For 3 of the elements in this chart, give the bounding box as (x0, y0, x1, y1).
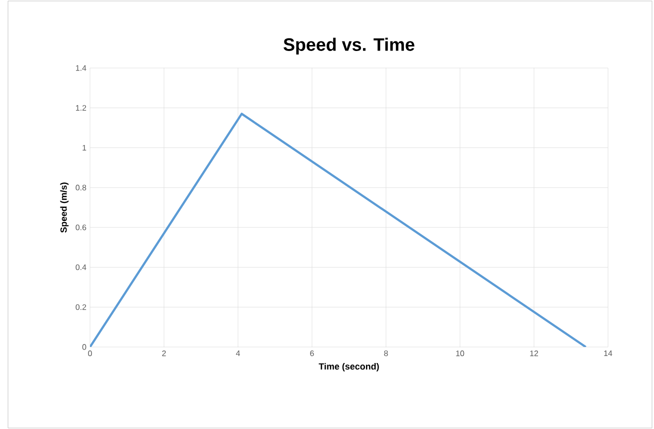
chart-title: Speed vs. Time (284, 38, 414, 54)
x-axis-title: Time (second) (318, 363, 379, 372)
y-axis-title: Speed (m/s) (60, 182, 69, 233)
